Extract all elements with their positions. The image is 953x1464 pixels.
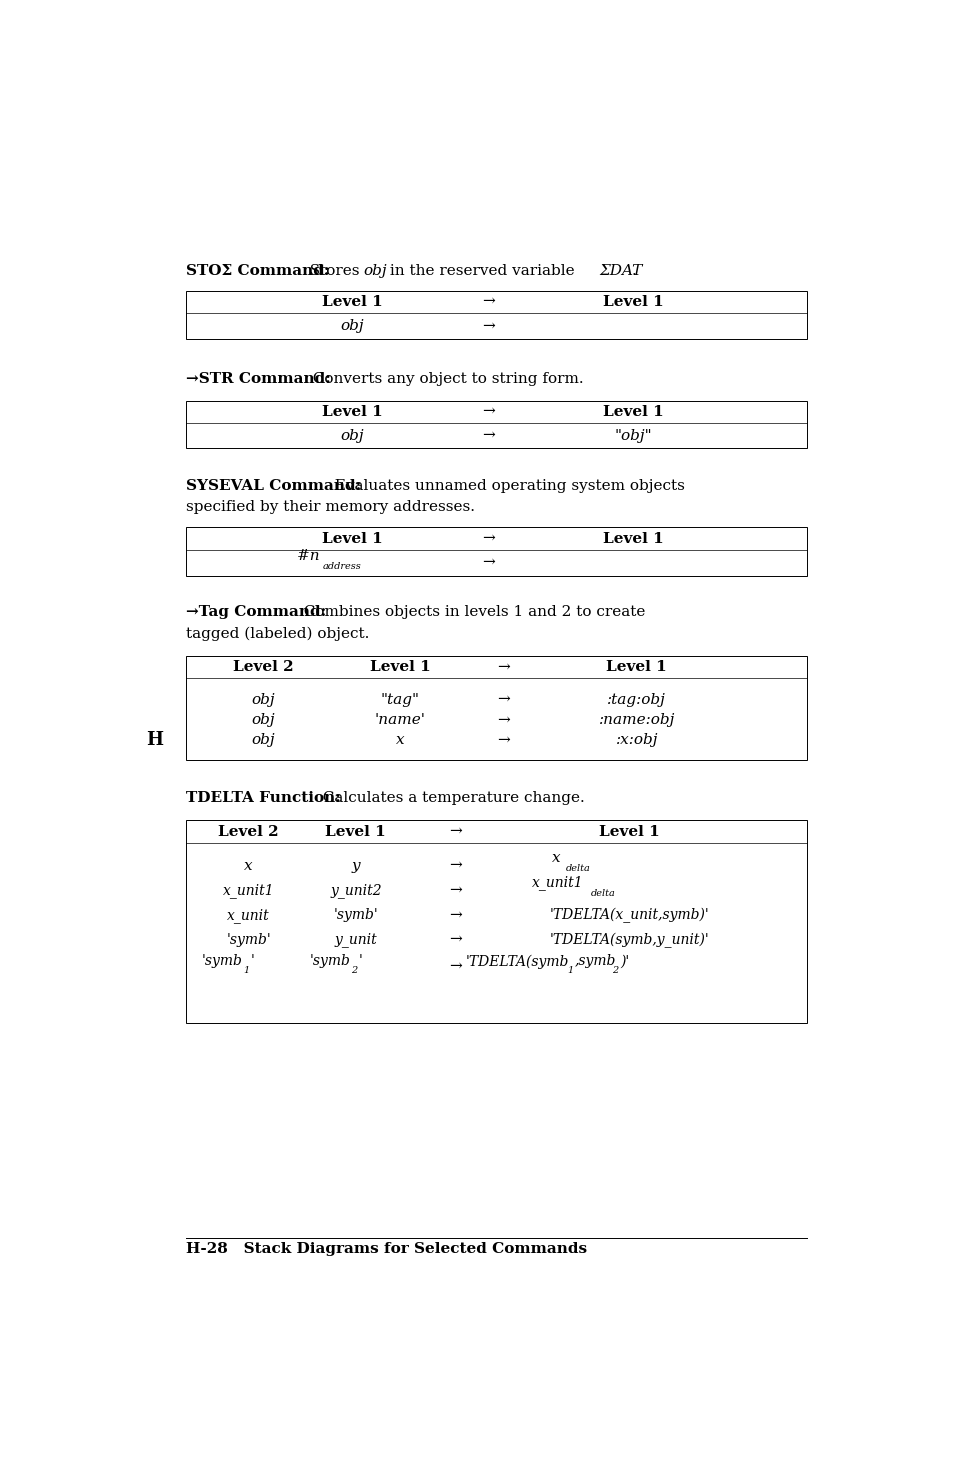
Bar	[186, 656, 806, 760]
Text: address: address	[322, 562, 361, 571]
Text: →: →	[482, 556, 495, 569]
Text: :x:obj: :x:obj	[615, 733, 658, 748]
Text: .: .	[631, 264, 636, 278]
Text: obj: obj	[340, 319, 364, 334]
Bar	[186, 820, 806, 1023]
Text: x_unit: x_unit	[227, 908, 270, 922]
Text: →Tag Command:: →Tag Command:	[186, 605, 326, 619]
Text: x: x	[244, 858, 253, 873]
Text: H: H	[146, 732, 163, 750]
Bar	[186, 401, 806, 448]
Text: STOΣ Command:: STOΣ Command:	[186, 264, 329, 278]
Text: Level 1: Level 1	[602, 294, 662, 309]
Text: y_unit2: y_unit2	[330, 883, 381, 897]
Text: →: →	[449, 824, 461, 839]
Text: 'TDELTA(symb: 'TDELTA(symb	[465, 955, 568, 969]
Text: obj: obj	[340, 429, 364, 442]
Text: Level 2: Level 2	[218, 824, 278, 839]
Text: →: →	[482, 429, 495, 442]
Text: x: x	[395, 733, 404, 748]
Text: 2: 2	[351, 966, 357, 975]
Text: tagged (labeled) object.: tagged (labeled) object.	[186, 627, 369, 641]
Text: TDELTA Function:: TDELTA Function:	[186, 791, 340, 805]
Text: →: →	[449, 908, 461, 922]
Text: x_unit1: x_unit1	[531, 875, 583, 890]
Text: →: →	[497, 660, 510, 675]
Text: →: →	[449, 933, 461, 947]
Text: in the reserved variable: in the reserved variable	[385, 264, 579, 278]
Text: →: →	[449, 883, 461, 897]
Text: obj: obj	[252, 692, 275, 707]
Text: y: y	[351, 858, 360, 873]
Text: #​n: #​n	[296, 549, 319, 564]
Text: →: →	[497, 713, 510, 728]
Text: Level 1: Level 1	[602, 406, 662, 419]
Text: →: →	[482, 319, 495, 334]
Bar	[186, 527, 806, 575]
Text: →: →	[449, 960, 461, 974]
Text: →: →	[449, 858, 461, 873]
Text: x_unit1: x_unit1	[223, 883, 274, 897]
Text: Level 1: Level 1	[606, 660, 666, 675]
Text: 1: 1	[567, 966, 573, 975]
Text: 1: 1	[243, 966, 250, 975]
Text: Σ​DAT: Σ​DAT	[599, 264, 642, 278]
Text: Calculates a temperature change.: Calculates a temperature change.	[313, 791, 584, 805]
Text: Level 1: Level 1	[325, 824, 386, 839]
Text: →: →	[482, 294, 495, 309]
Text: Combines objects in levels 1 and 2 to create: Combines objects in levels 1 and 2 to cr…	[294, 605, 645, 619]
Text: Level 1: Level 1	[602, 531, 662, 546]
Text: 2: 2	[612, 966, 618, 975]
Text: →STR Command:: →STR Command:	[186, 372, 331, 386]
Text: →: →	[482, 531, 495, 546]
Text: 'name': 'name'	[375, 713, 425, 728]
Text: "tag": "tag"	[380, 692, 419, 707]
Text: 'symb: 'symb	[202, 955, 243, 968]
Text: :tag:obj: :tag:obj	[607, 692, 665, 707]
Text: →: →	[497, 692, 510, 707]
Text: 'TDELTA(x_unit,symb)': 'TDELTA(x_unit,symb)'	[549, 908, 708, 922]
Text: 'symb': 'symb'	[334, 908, 377, 922]
Text: Level 2: Level 2	[233, 660, 294, 675]
Text: specified by their memory addresses.: specified by their memory addresses.	[186, 501, 475, 514]
Text: "obj": "obj"	[614, 429, 651, 442]
Text: 'symb': 'symb'	[226, 933, 271, 947]
Text: H-28   Stack Diagrams for Selected Commands: H-28 Stack Diagrams for Selected Command…	[186, 1241, 586, 1256]
Text: :name:obj: :name:obj	[598, 713, 675, 728]
Text: ,symb: ,symb	[574, 955, 616, 968]
Text: delta: delta	[565, 864, 590, 874]
Text: →: →	[482, 406, 495, 419]
Text: Stores: Stores	[300, 264, 364, 278]
Text: 'symb: 'symb	[310, 955, 351, 968]
Text: Level 1: Level 1	[370, 660, 430, 675]
Text: )': )'	[619, 955, 628, 968]
Text: Converts any object to string form.: Converts any object to string form.	[302, 372, 582, 386]
Text: ': '	[358, 955, 362, 968]
Text: Level 1: Level 1	[598, 824, 659, 839]
Text: Level 1: Level 1	[321, 531, 382, 546]
Text: y_unit: y_unit	[335, 933, 376, 947]
Bar	[186, 291, 806, 340]
Text: 'TDELTA(symb,y_unit)': 'TDELTA(symb,y_unit)'	[549, 933, 708, 947]
Text: SYSEVAL Command:: SYSEVAL Command:	[186, 479, 360, 493]
Text: obj: obj	[252, 733, 275, 748]
Text: Level 1: Level 1	[321, 406, 382, 419]
Text: x: x	[551, 851, 559, 865]
Text: delta: delta	[590, 889, 616, 899]
Text: obj: obj	[252, 713, 275, 728]
Text: →: →	[497, 733, 510, 748]
Text: Level 1: Level 1	[321, 294, 382, 309]
Text: ': '	[251, 955, 254, 968]
Text: obj: obj	[363, 264, 387, 278]
Text: Evaluates unnamed operating system objects: Evaluates unnamed operating system objec…	[324, 479, 684, 493]
